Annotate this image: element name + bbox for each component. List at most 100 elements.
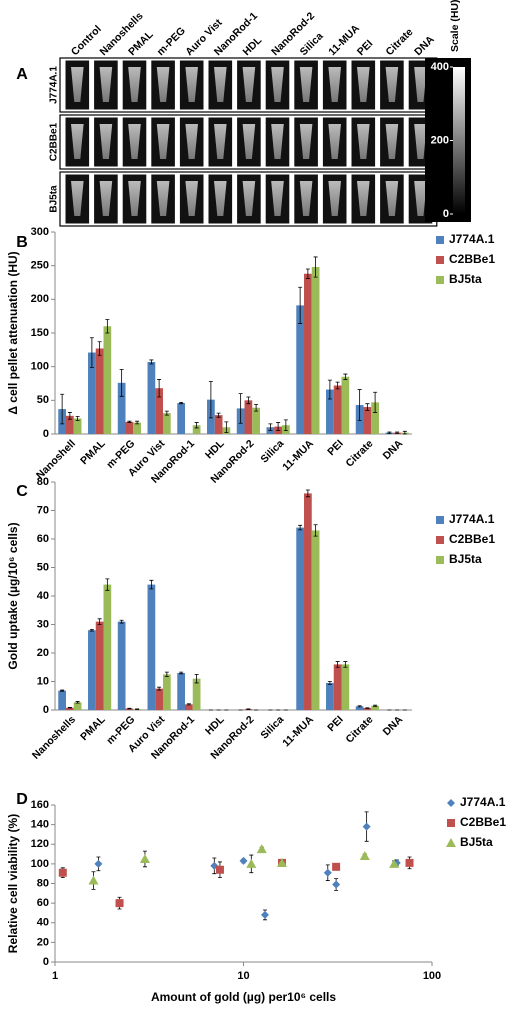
bar (73, 418, 82, 434)
ct-tube (214, 124, 227, 159)
ct-tube (128, 181, 141, 216)
bar (66, 707, 74, 710)
bar (162, 674, 171, 710)
y-tick-label: 60 (37, 897, 49, 909)
marker (94, 859, 103, 868)
error-bar (246, 396, 251, 405)
ct-tube (156, 181, 170, 216)
bar (177, 403, 186, 434)
x-tick-label: HDL (203, 437, 227, 461)
x-tick-label: 11-MUA (280, 437, 316, 473)
bar (125, 421, 134, 434)
bar (66, 415, 74, 434)
legend-swatch (436, 236, 444, 244)
ct-tube (214, 67, 227, 102)
ct-tube (99, 67, 113, 102)
column-label: Control (69, 23, 104, 58)
legend-swatch (436, 256, 444, 264)
error-bar (89, 337, 94, 368)
error-bar (246, 708, 251, 710)
y-tick-label: 20 (37, 647, 49, 659)
error-bar (298, 286, 303, 324)
error-bar (395, 431, 400, 434)
marker (359, 851, 370, 861)
y-tick-label: 80 (37, 476, 49, 488)
bar (214, 415, 223, 434)
y-tick-label: 250 (31, 260, 49, 272)
bar (177, 672, 186, 710)
x-tick-label: 10 (237, 970, 249, 982)
y-tick-label: 120 (31, 838, 49, 850)
marker (276, 857, 287, 867)
column-label: m-PEG (155, 25, 188, 58)
ct-tube (271, 67, 284, 102)
column-label: DNA (412, 33, 437, 58)
legend-label: C2BBe1 (449, 532, 495, 546)
x-tick-label: PEI (325, 714, 346, 735)
ct-tube (128, 67, 141, 102)
bar (125, 708, 134, 710)
error-bar (149, 359, 154, 365)
ct-tube (214, 181, 227, 216)
x-tick-label: Silica (258, 437, 286, 465)
bar (103, 326, 112, 434)
error-bar (89, 628, 94, 632)
error-bar (402, 430, 407, 435)
bar (355, 706, 364, 710)
error-bar (224, 421, 229, 434)
x-tick-label: Silica (258, 713, 286, 741)
error-bar (119, 619, 124, 624)
error-bar (135, 420, 140, 425)
ct-tube (299, 67, 313, 102)
bar (95, 348, 104, 434)
error-bar (105, 578, 110, 591)
bar (311, 530, 320, 710)
row-label: BJ5ta (49, 185, 60, 213)
x-tick-label: Citrate (343, 713, 375, 745)
error-bar (60, 393, 65, 425)
legend-swatch (436, 276, 444, 284)
y-tick-label: 50 (37, 394, 49, 406)
marker (446, 838, 456, 847)
y-tick-label: 150 (31, 327, 49, 339)
y-tick-label: 0 (43, 956, 49, 968)
error-bar (298, 524, 303, 531)
y-tick-label: 80 (37, 877, 49, 889)
ct-tube (299, 181, 313, 216)
y-tick-label: 300 (31, 226, 49, 238)
row-label: J774A.1 (49, 66, 60, 104)
marker (405, 858, 414, 867)
bar (185, 704, 193, 710)
legend-swatch (436, 536, 444, 544)
error-bar (186, 703, 191, 706)
bar (311, 267, 320, 434)
ct-tube (328, 181, 341, 216)
marker (332, 862, 341, 871)
ct-tube (242, 124, 256, 159)
y-tick-label: 50 (37, 561, 49, 573)
error-bar (276, 422, 281, 432)
error-bar (105, 319, 110, 334)
scale-tick-label: 0 (443, 208, 449, 220)
error-bar (365, 707, 370, 709)
error-bar (365, 403, 370, 411)
error-bar (157, 379, 162, 398)
bar (88, 352, 96, 434)
y-tick-label: 0 (43, 428, 49, 440)
bar (147, 361, 156, 434)
marker (139, 853, 150, 863)
error-bar (164, 671, 169, 678)
error-bar (373, 704, 378, 707)
bar (326, 682, 334, 710)
bar (73, 702, 82, 710)
ct-tube (357, 67, 370, 102)
bar (133, 422, 141, 434)
legend-label: J774A.1 (449, 232, 495, 246)
error-bar (238, 393, 243, 424)
marker (447, 799, 455, 807)
scale-tick-label: 400 (431, 61, 449, 73)
legend-label: BJ5ta (460, 835, 493, 849)
bar (95, 621, 104, 710)
x-tick-label: DNA (381, 713, 406, 738)
